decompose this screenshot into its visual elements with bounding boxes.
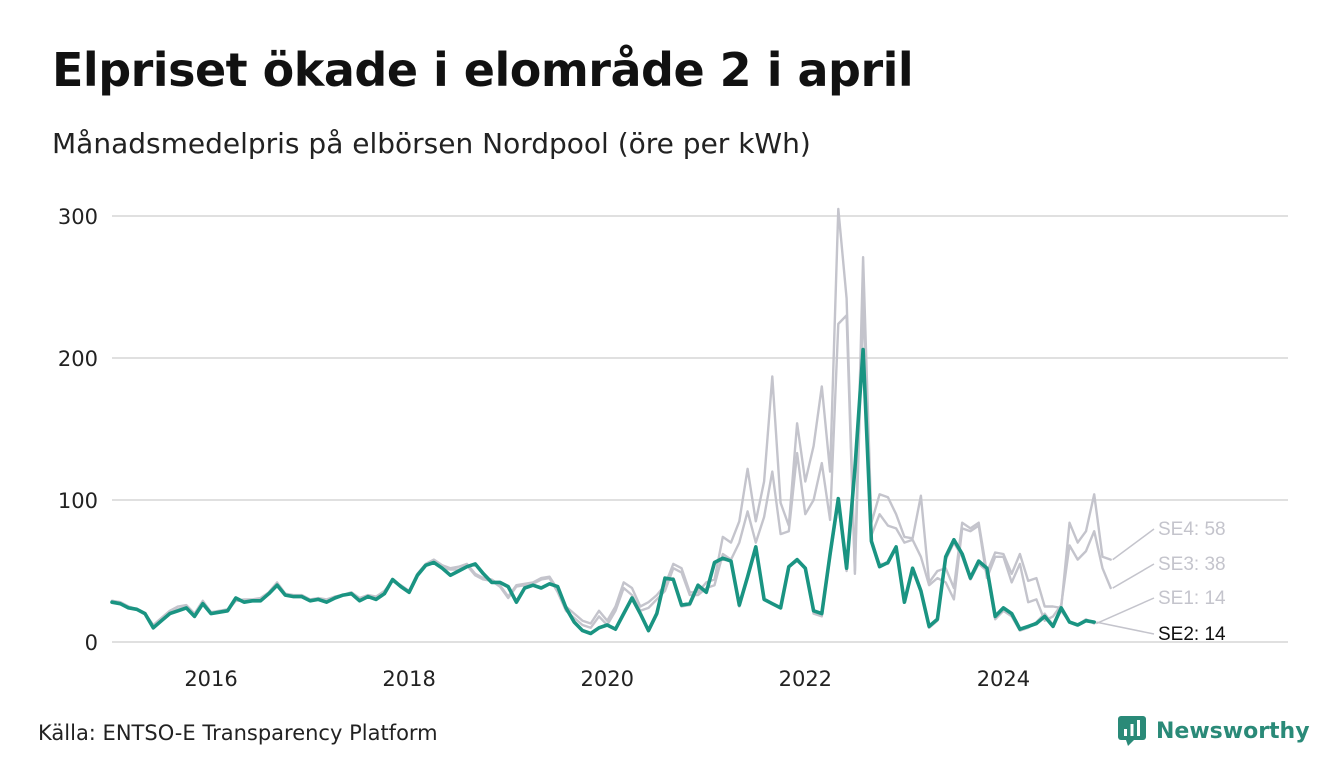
label-leader-line xyxy=(1095,597,1155,625)
y-tick-label: 200 xyxy=(58,347,98,371)
series-layer xyxy=(110,207,1112,636)
series-line-se2 xyxy=(110,347,1096,636)
series-line-se4 xyxy=(110,207,1112,627)
y-tick-label: 100 xyxy=(58,489,98,513)
end-label-se1: SE1: 14 xyxy=(1158,588,1226,609)
x-axis: 2016 2018 2020 2022 2024 xyxy=(184,667,1030,691)
x-tick-label: 2024 xyxy=(977,667,1030,691)
end-label-se2: SE2: 14 xyxy=(1158,624,1226,645)
end-label-se3: SE3: 38 xyxy=(1158,554,1226,575)
label-leader-line xyxy=(1112,563,1155,589)
y-tick-label: 300 xyxy=(58,205,98,229)
x-tick-label: 2020 xyxy=(581,667,634,691)
y-tick-label: 0 xyxy=(85,631,98,655)
x-tick-label: 2018 xyxy=(382,667,435,691)
series-line-se1 xyxy=(110,349,1096,635)
source-note: Källa: ENTSO-E Transparency Platform xyxy=(38,721,438,745)
chart-title: Elpriset ökade i elområde 2 i april xyxy=(52,43,914,97)
end-label-se4: SE4: 58 xyxy=(1158,519,1226,540)
end-labels: SE4: 58 SE3: 38 SE1: 14 SE2: 14 xyxy=(1095,519,1226,645)
chart-subtitle: Månadsmedelpris på elbörsen Nordpool (ör… xyxy=(52,127,811,160)
label-leader-line xyxy=(1096,621,1155,635)
grid-layer xyxy=(112,215,1288,643)
y-axis: 0 100 200 300 xyxy=(58,205,98,655)
newsworthy-logo-icon xyxy=(1118,716,1146,746)
label-leader-line xyxy=(1112,528,1155,561)
series-line-se3 xyxy=(110,300,1112,629)
x-tick-label: 2022 xyxy=(779,667,832,691)
brand-name: Newsworthy xyxy=(1156,718,1310,744)
brand-logo[interactable]: Newsworthy xyxy=(1118,714,1310,748)
x-tick-label: 2016 xyxy=(184,667,237,691)
